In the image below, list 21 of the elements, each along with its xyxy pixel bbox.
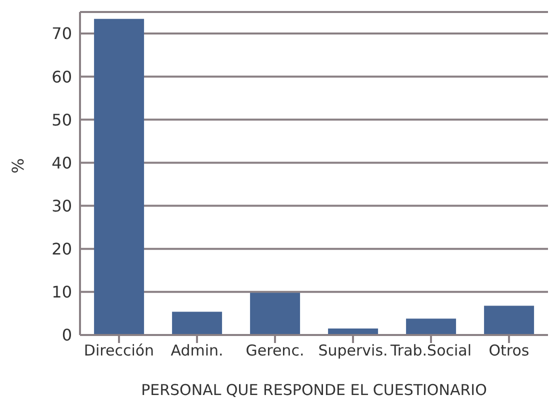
bar <box>172 312 222 335</box>
x-tick-label: Otros <box>488 342 530 360</box>
x-tick-label: Dirección <box>84 342 154 360</box>
y-tick-label: 20 <box>52 240 72 259</box>
bar <box>250 292 300 335</box>
y-tick-label: 0 <box>62 326 72 345</box>
x-tick-label: Gerenc. <box>246 342 304 360</box>
x-tick-label: Supervis. <box>318 342 388 360</box>
y-tick-label: 30 <box>52 196 72 216</box>
y-tick-label: 40 <box>52 153 72 172</box>
x-tick-label: Admin. <box>170 342 224 360</box>
bar <box>94 18 144 335</box>
bar <box>484 306 534 335</box>
y-tick-label: 10 <box>52 282 72 302</box>
y-tick-label: 70 <box>52 24 72 44</box>
x-tick-label: Trab.Social <box>389 342 472 360</box>
y-tick-label: 60 <box>52 67 72 86</box>
x-axis-title: PERSONAL QUE RESPONDE EL CUESTIONARIO <box>141 381 487 399</box>
y-tick-label: 50 <box>52 110 72 130</box>
y-axis-title: % <box>8 158 28 174</box>
bar <box>406 318 456 335</box>
